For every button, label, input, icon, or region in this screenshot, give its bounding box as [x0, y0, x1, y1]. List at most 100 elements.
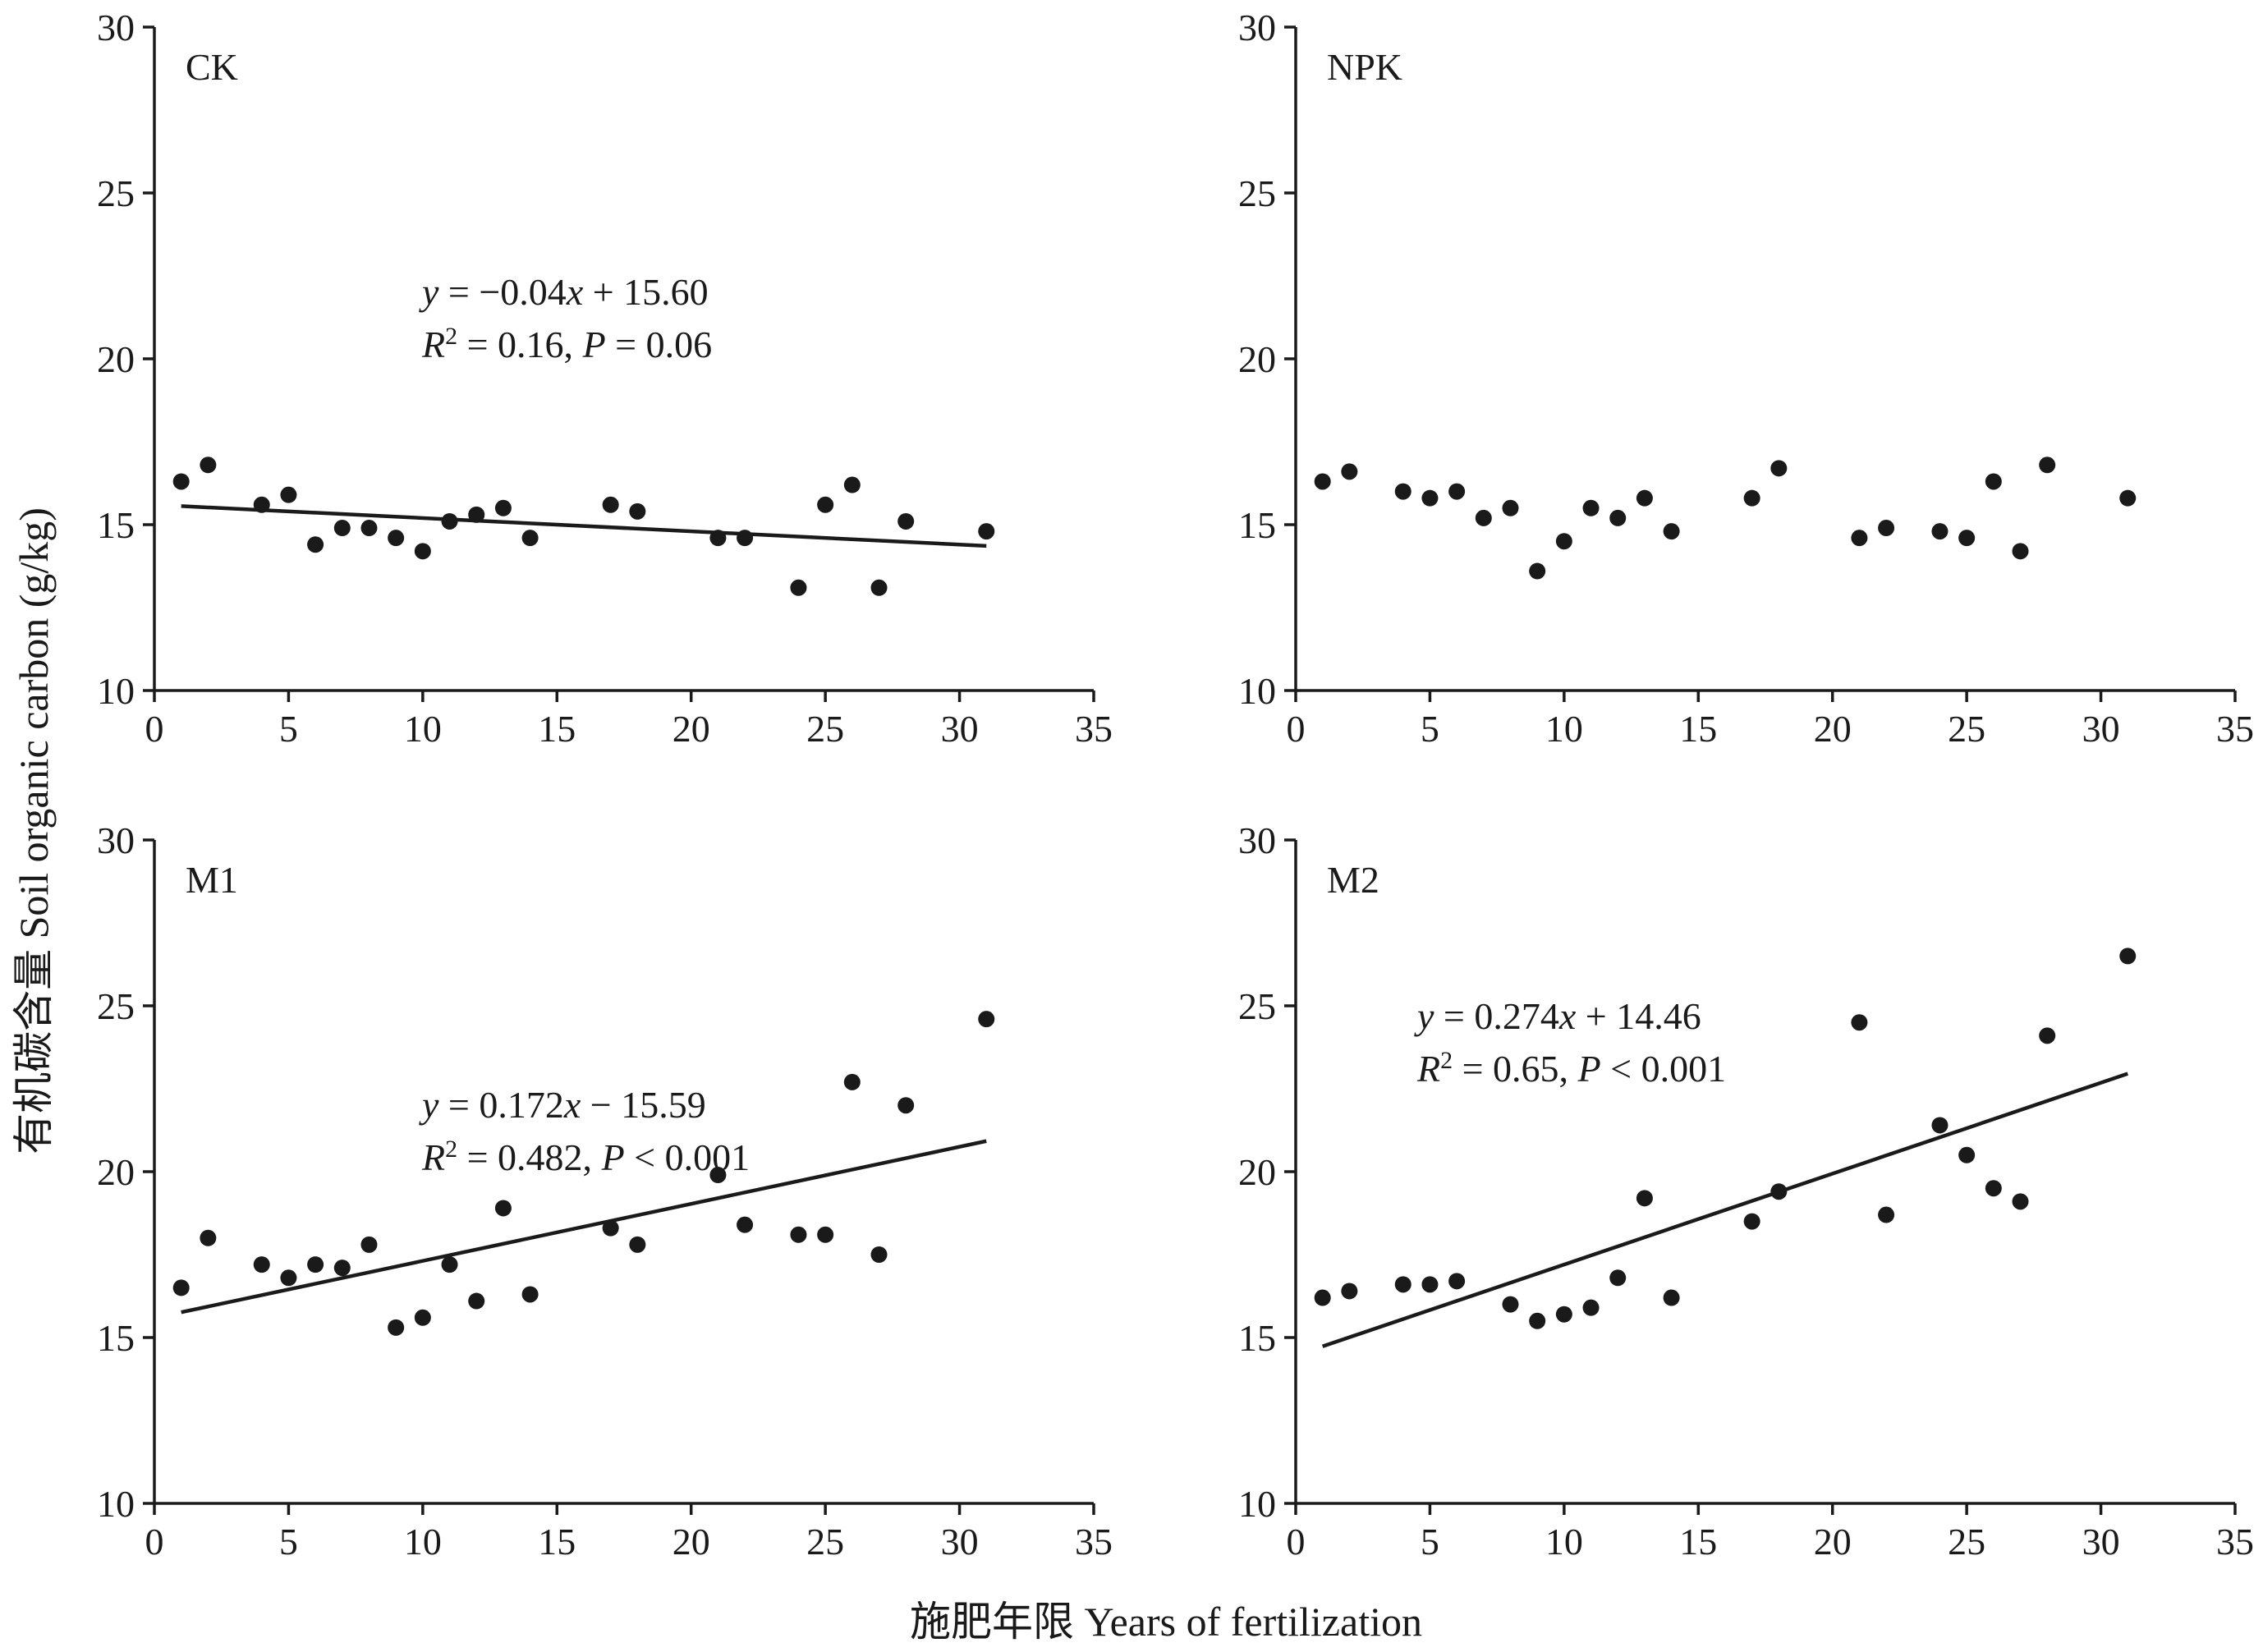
data-point: [1878, 1206, 1895, 1223]
data-point: [1421, 1276, 1439, 1293]
data-point: [414, 1309, 431, 1326]
y-tick-label: 30: [1238, 819, 1276, 861]
data-point: [1985, 1180, 2002, 1197]
x-tick-label: 25: [806, 1521, 844, 1563]
data-point: [843, 476, 861, 493]
x-tick-label: 0: [1287, 1521, 1306, 1563]
data-point: [1609, 1269, 1627, 1287]
data-point: [1582, 1299, 1600, 1316]
data-point: [1582, 499, 1600, 516]
y-tick-label: 10: [97, 1483, 135, 1525]
y-tick-label: 25: [1238, 172, 1276, 214]
data-point: [2012, 543, 2029, 560]
x-tick-label: 30: [2082, 708, 2120, 750]
x-tick-label: 15: [538, 1521, 576, 1563]
x-tick-label: 20: [672, 708, 710, 750]
data-point: [1314, 1289, 1331, 1306]
data-point: [709, 530, 727, 547]
x-tick-label: 10: [404, 708, 442, 750]
x-tick-label: 10: [1545, 708, 1583, 750]
x-tick-label: 35: [2216, 1521, 2254, 1563]
regression-equation: y = 0.274x + 14.46: [1414, 995, 1701, 1037]
data-point: [253, 1256, 270, 1273]
data-point: [817, 496, 834, 513]
data-point: [629, 502, 646, 520]
data-point: [441, 1256, 458, 1273]
y-tick-label: 20: [1238, 338, 1276, 380]
y-tick-label: 30: [97, 7, 135, 48]
x-tick-label: 10: [404, 1521, 442, 1563]
data-point: [280, 1269, 297, 1287]
data-point: [1958, 530, 1976, 547]
y-tick-label: 20: [97, 1151, 135, 1193]
data-point: [897, 1097, 915, 1114]
data-point: [521, 530, 539, 547]
data-point: [709, 1167, 727, 1184]
data-point: [1636, 489, 1653, 507]
x-tick-label: 35: [1075, 1521, 1113, 1563]
data-point: [360, 1236, 378, 1253]
data-point: [253, 496, 270, 513]
y-tick-label: 15: [97, 504, 135, 546]
regression-stats: R2 = 0.65, P < 0.001: [1416, 1047, 1726, 1090]
data-point: [1636, 1190, 1653, 1207]
trend-line: [1321, 1072, 2128, 1348]
x-tick-label: 30: [941, 1521, 979, 1563]
data-point: [280, 486, 297, 503]
regression-stats: R2 = 0.482, P < 0.001: [421, 1136, 750, 1179]
data-point: [2039, 457, 2056, 474]
x-tick-label: 5: [279, 1521, 298, 1563]
data-point: [172, 473, 190, 490]
data-point: [843, 1073, 861, 1090]
data-point: [1851, 530, 1868, 547]
data-point: [1743, 1213, 1760, 1230]
x-tick-label: 5: [1421, 1521, 1439, 1563]
data-point: [1878, 520, 1895, 537]
x-tick-label: 20: [672, 1521, 710, 1563]
y-axis-label: 有机碳含量 Soil organic carbon (g/kg): [11, 507, 57, 1154]
panel-ck: 10 15 20 25 30 0 5 10 15 20 25 30 35 CK y = −0.04x + 1…: [97, 7, 1113, 750]
x-tick-label: 30: [2082, 1521, 2120, 1563]
data-point: [737, 530, 754, 547]
data-point: [360, 520, 378, 537]
data-point: [1931, 523, 1949, 540]
x-tick-label: 25: [1948, 708, 1985, 750]
data-point: [870, 1246, 888, 1263]
x-tick-label: 15: [538, 708, 576, 750]
panel-m2: 10 15 20 25 30 0 5 10 15 20 25 30 35 M2 y = 0.274x + 1…: [1238, 819, 2254, 1563]
data-point: [1394, 483, 1412, 500]
data-point: [790, 1226, 807, 1243]
x-tick-label: 20: [1814, 708, 1852, 750]
data-point: [1314, 473, 1331, 490]
y-tick-label: 15: [97, 1317, 135, 1359]
data-point: [468, 1292, 485, 1310]
data-point: [1770, 1183, 1788, 1200]
regression-equation: y = 0.172x − 15.59: [419, 1084, 706, 1126]
data-point: [978, 523, 995, 540]
x-axis-label: 施肥年限 Years of fertilization: [910, 1599, 1422, 1645]
x-tick-label: 10: [1545, 1521, 1583, 1563]
data-point: [441, 512, 458, 530]
panel-npk: 10 15 20 25 30 0 5 10 15 20 25 30 35 NPK: [1238, 7, 2254, 750]
x-tick-label: 0: [145, 1521, 164, 1563]
data-point: [1663, 523, 1680, 540]
y-tick-label: 10: [97, 670, 135, 712]
y-tick-label: 15: [1238, 1317, 1276, 1359]
data-point: [388, 530, 405, 547]
data-point: [1770, 460, 1788, 477]
data-point: [1555, 1306, 1572, 1323]
y-tick-label: 10: [1238, 1483, 1276, 1525]
data-point: [790, 579, 807, 596]
y-tick-label: 15: [1238, 504, 1276, 546]
data-point: [521, 1286, 539, 1303]
data-point: [307, 536, 324, 553]
y-tick-label: 10: [1238, 670, 1276, 712]
data-point: [602, 1219, 619, 1237]
data-point: [172, 1279, 190, 1296]
data-point: [1985, 473, 2002, 490]
data-point: [494, 499, 512, 516]
x-tick-label: 15: [1679, 1521, 1717, 1563]
panel-label: CK: [186, 46, 238, 88]
x-tick-label: 35: [2216, 708, 2254, 750]
data-point: [1931, 1117, 1949, 1134]
